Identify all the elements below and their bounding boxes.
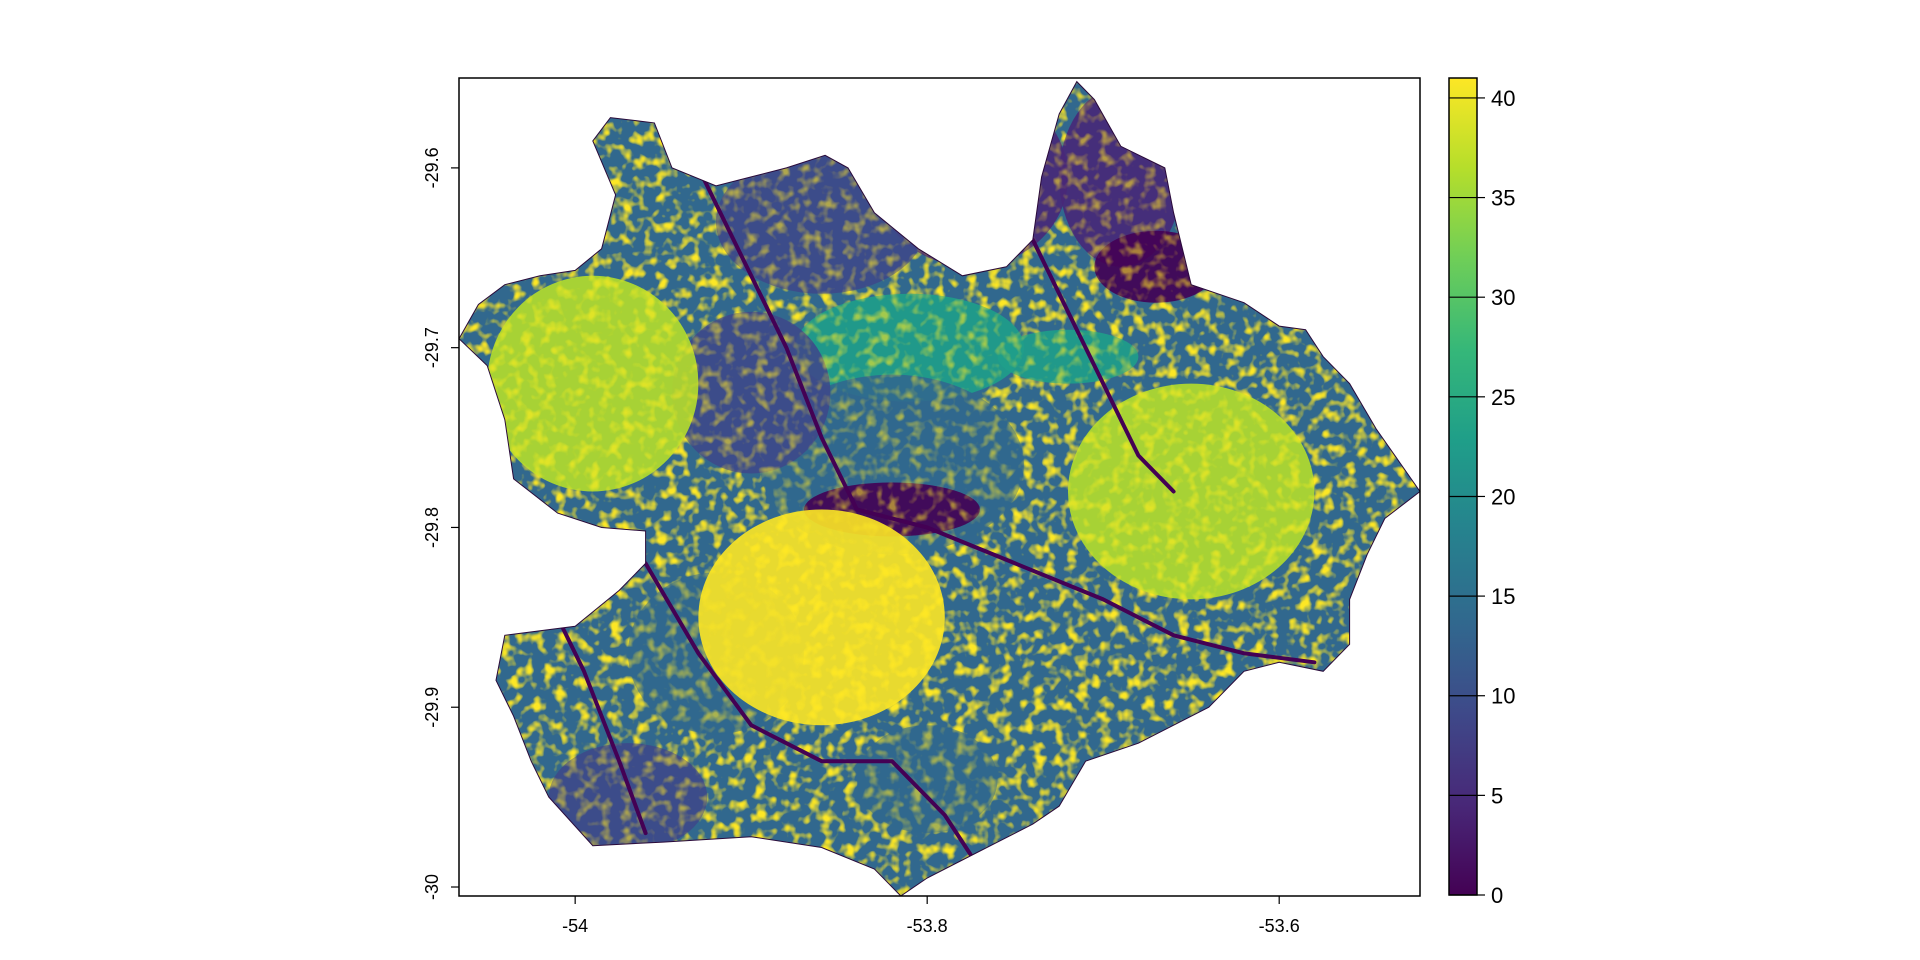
raster-river: [643, 561, 982, 871]
legend-tick-label: 0: [1491, 883, 1503, 908]
legend-ticks: 0 5 10 15 20 25 30 35 40: [1449, 86, 1515, 908]
x-tick-label: -53.8: [907, 916, 948, 936]
y-tick-label: -29.8: [422, 507, 442, 548]
raster-river: [1030, 237, 1176, 494]
y-tick-label: -29.9: [422, 687, 442, 728]
y-tick-label: -30: [422, 874, 442, 900]
legend-tick-label: 40: [1491, 86, 1515, 111]
x-tick-label: -54: [562, 916, 588, 936]
legend-tick-label: 35: [1491, 186, 1515, 211]
raster-speckle-overlay: [459, 81, 1420, 896]
legend-colorbar: [1448, 77, 1478, 896]
legend-tick-label: 10: [1491, 684, 1515, 709]
legend-tick-label: 20: [1491, 484, 1515, 509]
y-tick-label: -29.6: [422, 147, 442, 188]
plot-frame: [458, 77, 1421, 897]
region-outline: [458, 80, 1421, 897]
legend-tick-label: 5: [1491, 783, 1503, 808]
legend-tick-label: 15: [1491, 584, 1515, 609]
legend-tick-label: 25: [1491, 385, 1515, 410]
map-panel: -54 -53.8 -53.6 -29.6 -29.7 -29.8 -29.9 -30: [422, 77, 1421, 936]
color-legend: 0 5 10 15 20 25 30 35 40: [1448, 77, 1515, 908]
legend-tick-label: 30: [1491, 285, 1515, 310]
raster-layer: [459, 81, 1420, 896]
y-axis: -29.6 -29.7 -29.8 -29.9 -30: [422, 147, 459, 900]
y-tick-label: -29.7: [422, 327, 442, 368]
x-tick-label: -53.6: [1259, 916, 1300, 936]
x-axis: -54 -53.8 -53.6: [562, 896, 1300, 936]
raster-river: [696, 165, 1317, 665]
